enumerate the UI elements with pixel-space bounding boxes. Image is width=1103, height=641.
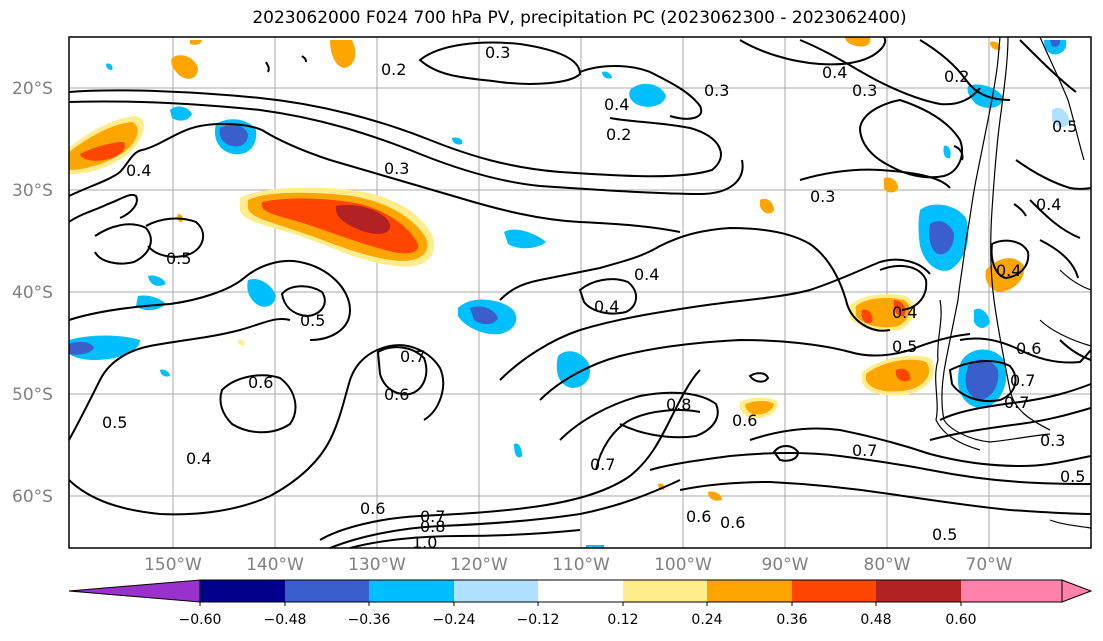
colorbar-tick-label: 0.60 [945, 612, 976, 628]
contour-label: 0.6 [732, 411, 757, 430]
contour-label: 0.7 [1010, 371, 1035, 390]
lon-label: 70°W [966, 555, 1013, 575]
contour-label: 0.7 [400, 347, 425, 366]
contour-label: 0.3 [810, 187, 835, 206]
colorbar-segment [1061, 579, 1093, 603]
contour-label: 0.2 [381, 60, 406, 79]
contour-label: 1.0 [412, 533, 437, 552]
colorbar-segment [454, 580, 538, 602]
contour-label: 0.7 [852, 441, 877, 460]
contour-label: 0.4 [892, 303, 917, 322]
map-frame [68, 36, 1092, 549]
contour-label: 0.5 [1052, 117, 1077, 136]
contour-label: 0.7 [420, 507, 445, 526]
contour-label: 0.4 [186, 449, 211, 468]
contour-label: 0.4 [996, 261, 1021, 280]
contour-label: 0.7 [1004, 393, 1029, 412]
lon-label: 90°W [762, 555, 809, 575]
longitude-labels: 150°W 140°W 130°W 120°W 110°W 100°W 90°W… [144, 555, 1013, 575]
contour-label: 0.7 [590, 455, 615, 474]
colorbar-segment [876, 580, 961, 602]
lat-label: 30°S [12, 181, 53, 201]
colorbar-segment [369, 580, 454, 602]
figure-title: 2023062000 F024 700 hPa PV, precipitatio… [252, 8, 907, 28]
colorbar-segment [961, 580, 1062, 602]
contour-label: 0.4 [594, 297, 619, 316]
contour-label: 0.3 [485, 43, 510, 62]
colorbar-segment [707, 580, 792, 602]
lat-label: 60°S [12, 487, 53, 507]
colorbar: −0.60 −0.48 −0.36 −0.24 −0.12 0.12 0.24 … [68, 579, 1093, 628]
contour-label: 0.3 [704, 81, 729, 100]
contour-label: 0.3 [1040, 431, 1065, 450]
colorbar-tick-label: 0.48 [860, 612, 891, 628]
contour-label: 0.6 [686, 507, 711, 526]
colorbar-tick-label: −0.24 [433, 612, 476, 628]
contour-label: 0.2 [606, 125, 631, 144]
latitude-labels: 20°S 30°S 40°S 50°S 60°S [12, 79, 53, 507]
coastline [935, 36, 1092, 529]
contour-label: 0.4 [822, 63, 847, 82]
colorbar-tick-label: 0.24 [691, 612, 722, 628]
lon-label: 150°W [144, 555, 202, 575]
colorbar-segment [285, 580, 369, 602]
contour-label: 0.6 [248, 373, 273, 392]
contour-label: 0.4 [634, 265, 659, 284]
contour-label: 0.5 [1060, 467, 1085, 486]
precip-negative-areas [69, 40, 1070, 548]
contour-label: 0.5 [892, 337, 917, 356]
contour-label: 0.5 [300, 311, 325, 330]
contour-label: 0.6 [1016, 339, 1041, 358]
contour-label: 0.6 [720, 513, 745, 532]
colorbar-tick-label: −0.36 [348, 612, 391, 628]
precip-positive-areas [69, 37, 1025, 501]
colorbar-tick-label: −0.48 [264, 612, 307, 628]
lat-label: 50°S [12, 385, 53, 405]
contour-label: 0.8 [666, 395, 691, 414]
colorbar-segment [68, 579, 201, 603]
contour-labels: 0.2 0.3 0.4 0.3 0.4 0.3 0.2 0.3 0.2 0.4 … [102, 43, 1085, 552]
colorbar-segment [538, 580, 623, 602]
contour-label: 0.5 [166, 249, 191, 268]
contour-label: 0.2 [944, 67, 969, 86]
lon-label: 120°W [450, 555, 508, 575]
lat-label: 40°S [12, 283, 53, 303]
lat-label: 20°S [12, 79, 53, 99]
lon-label: 140°W [246, 555, 304, 575]
pv-contours [68, 36, 1092, 549]
contour-label: 0.3 [384, 159, 409, 178]
lon-label: 110°W [552, 555, 610, 575]
contour-label: 0.6 [360, 499, 385, 518]
contour-label: 0.3 [852, 81, 877, 100]
colorbar-segment [200, 580, 285, 602]
colorbar-tick-label: 0.12 [607, 612, 638, 628]
lon-label: 100°W [654, 555, 712, 575]
colorbar-segment [623, 580, 707, 602]
colorbar-tick-label: 0.36 [776, 612, 807, 628]
contour-label: 0.4 [126, 161, 151, 180]
contour-label: 0.4 [604, 95, 629, 114]
lon-label: 130°W [348, 555, 406, 575]
contour-label: 0.4 [1036, 195, 1061, 214]
contour-label: 0.6 [384, 385, 409, 404]
contour-label: 0.5 [102, 413, 127, 432]
colorbar-tick-label: −0.60 [179, 612, 222, 628]
contour-label: 0.5 [932, 525, 957, 544]
colorbar-tick-label: −0.12 [517, 612, 560, 628]
contour-label: 0.8 [420, 517, 445, 536]
lon-label: 80°W [864, 555, 911, 575]
colorbar-segment [792, 580, 876, 602]
